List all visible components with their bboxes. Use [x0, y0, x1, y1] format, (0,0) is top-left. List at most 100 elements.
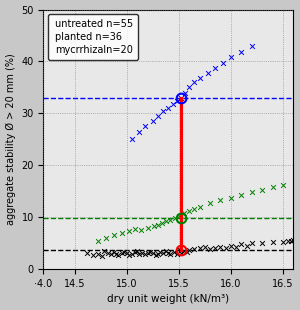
Point — [143, 124, 148, 129]
Point — [174, 251, 179, 256]
Point — [150, 250, 155, 255]
Point — [152, 224, 156, 228]
Point — [119, 250, 124, 255]
Point — [213, 246, 218, 250]
Point — [147, 249, 152, 254]
Point — [197, 246, 202, 251]
Point — [106, 250, 110, 255]
Point — [170, 102, 175, 107]
Point — [95, 238, 100, 243]
Point — [168, 217, 173, 222]
Point — [145, 250, 150, 255]
Point — [137, 252, 142, 257]
Point — [208, 247, 212, 252]
Point — [126, 252, 131, 257]
Point — [143, 251, 148, 256]
Point — [249, 190, 254, 195]
Point — [223, 246, 228, 251]
Point — [135, 249, 140, 254]
Point — [164, 219, 169, 224]
Point — [130, 137, 134, 142]
Point — [289, 239, 294, 244]
Point — [178, 250, 183, 255]
Point — [85, 250, 90, 255]
Y-axis label: aggregate stability Ø > 20 mm (%): aggregate stability Ø > 20 mm (%) — [6, 54, 16, 225]
Point — [124, 250, 129, 255]
Point — [178, 95, 183, 100]
Point — [218, 198, 223, 203]
Point — [260, 240, 265, 245]
Point — [239, 50, 244, 55]
Point — [99, 253, 104, 258]
Point — [213, 65, 218, 70]
Point — [234, 245, 239, 250]
Point — [176, 214, 181, 219]
Point — [239, 242, 244, 247]
Point — [220, 60, 225, 65]
Point — [206, 70, 210, 75]
Point — [112, 233, 117, 238]
Point — [119, 230, 124, 235]
Point — [182, 210, 186, 215]
Point — [116, 253, 121, 258]
Point — [130, 251, 134, 256]
Point — [133, 226, 137, 231]
Point — [171, 249, 176, 254]
Point — [133, 250, 137, 255]
Point — [280, 182, 285, 187]
Point — [208, 200, 212, 205]
Point — [192, 247, 197, 252]
Point — [202, 245, 207, 250]
Point — [103, 236, 108, 241]
Point — [229, 243, 233, 248]
Point — [187, 85, 192, 90]
Point — [101, 249, 106, 254]
Point — [197, 76, 202, 81]
Point — [260, 187, 265, 192]
Point — [280, 240, 285, 245]
Point — [249, 43, 254, 48]
Point — [172, 216, 177, 221]
Point — [183, 90, 188, 95]
Point — [158, 250, 163, 255]
Point — [185, 250, 190, 255]
Point — [161, 250, 166, 255]
Point — [239, 193, 244, 197]
X-axis label: dry unit weight (kN/m³): dry unit weight (kN/m³) — [107, 294, 230, 304]
Point — [137, 129, 142, 134]
Point — [164, 249, 169, 254]
Point — [150, 119, 155, 124]
Point — [176, 247, 181, 252]
Point — [229, 195, 233, 200]
Point — [192, 80, 197, 85]
Point — [291, 237, 296, 242]
Point — [174, 99, 179, 104]
Point — [168, 252, 173, 257]
Point — [218, 244, 223, 249]
Point — [160, 220, 165, 225]
Point — [244, 243, 249, 248]
Point — [145, 225, 150, 230]
Point — [156, 251, 161, 256]
Point — [161, 108, 166, 113]
Point — [95, 251, 100, 256]
Point — [270, 185, 275, 190]
Point — [192, 207, 197, 212]
Point — [182, 249, 186, 254]
Point — [140, 250, 145, 255]
Point — [229, 55, 233, 60]
Point — [187, 209, 192, 214]
Point — [126, 229, 131, 234]
Point — [166, 106, 171, 111]
Point — [139, 228, 144, 233]
Point — [156, 113, 161, 118]
Point — [270, 239, 275, 244]
Point — [286, 238, 291, 243]
Point — [154, 252, 158, 257]
Point — [114, 251, 119, 256]
Point — [156, 222, 161, 227]
Point — [112, 250, 117, 255]
Point — [187, 248, 192, 253]
Point — [197, 204, 202, 209]
Point — [166, 250, 171, 255]
